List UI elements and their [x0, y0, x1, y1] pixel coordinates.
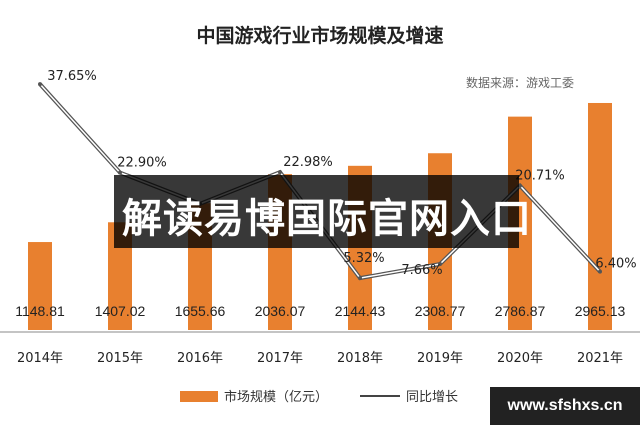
bar-value-label: 1148.81 [15, 303, 65, 319]
x-tick-label: 2021年 [577, 351, 623, 366]
x-tick-label: 2014年 [17, 351, 63, 366]
growth-point [38, 82, 42, 87]
growth-value-label: 22.98% [283, 155, 333, 170]
x-tick-label: 2019年 [417, 351, 463, 366]
x-tick-label: 2018年 [337, 351, 383, 366]
growth-point [598, 269, 602, 274]
bar-value-label: 1655.66 [175, 303, 226, 319]
growth-point [118, 170, 122, 175]
growth-value-label: 5.32% [343, 251, 384, 266]
growth-value-label: 37.65% [47, 69, 97, 84]
bar-value-label: 2036.07 [255, 303, 306, 319]
legend-label-growth: 同比增长 [406, 390, 458, 405]
growth-value-label: 20.71% [515, 169, 565, 184]
x-tick-label: 2020年 [497, 351, 543, 366]
x-axis: 2014年 2015年 2016年 2017年 2018年 2019年 2020年 2021年 [0, 331, 640, 366]
legend-swatch-market-size [180, 391, 218, 402]
x-tick-label: 2017年 [257, 351, 303, 366]
growth-point [278, 170, 282, 175]
growth-value-label: 7.66% [401, 263, 442, 278]
bar-value-label: 2965.13 [575, 303, 626, 319]
bar-value-label: 1407.02 [95, 303, 146, 319]
growth-point [358, 276, 362, 281]
overlay-banner-text: 解读易博国际官网入口 [122, 196, 532, 242]
overlay-banner [114, 175, 519, 248]
x-tick-label: 2016年 [177, 351, 223, 366]
growth-point [518, 183, 522, 188]
x-tick-label: 2015年 [97, 351, 143, 366]
bar-value-label: 2786.87 [495, 303, 546, 319]
growth-value-label: 6.40% [595, 257, 636, 272]
bar-value-label: 2308.77 [415, 303, 466, 319]
bar-2014年 [28, 242, 52, 330]
legend-label-market-size: 市场规模（亿元） [224, 389, 328, 405]
site-watermark: www.sfshxs.cn [490, 387, 640, 425]
bar-value-label: 2144.43 [335, 303, 386, 319]
bar-2021年 [588, 102, 612, 330]
chart-source: 数据来源：游戏工委 [466, 75, 574, 90]
chart-title: 中国游戏行业市场规模及增速 [196, 24, 443, 47]
growth-point [438, 262, 442, 267]
growth-value-label: 22.90% [117, 156, 167, 171]
legend: 市场规模（亿元） 同比增长 [180, 389, 458, 405]
